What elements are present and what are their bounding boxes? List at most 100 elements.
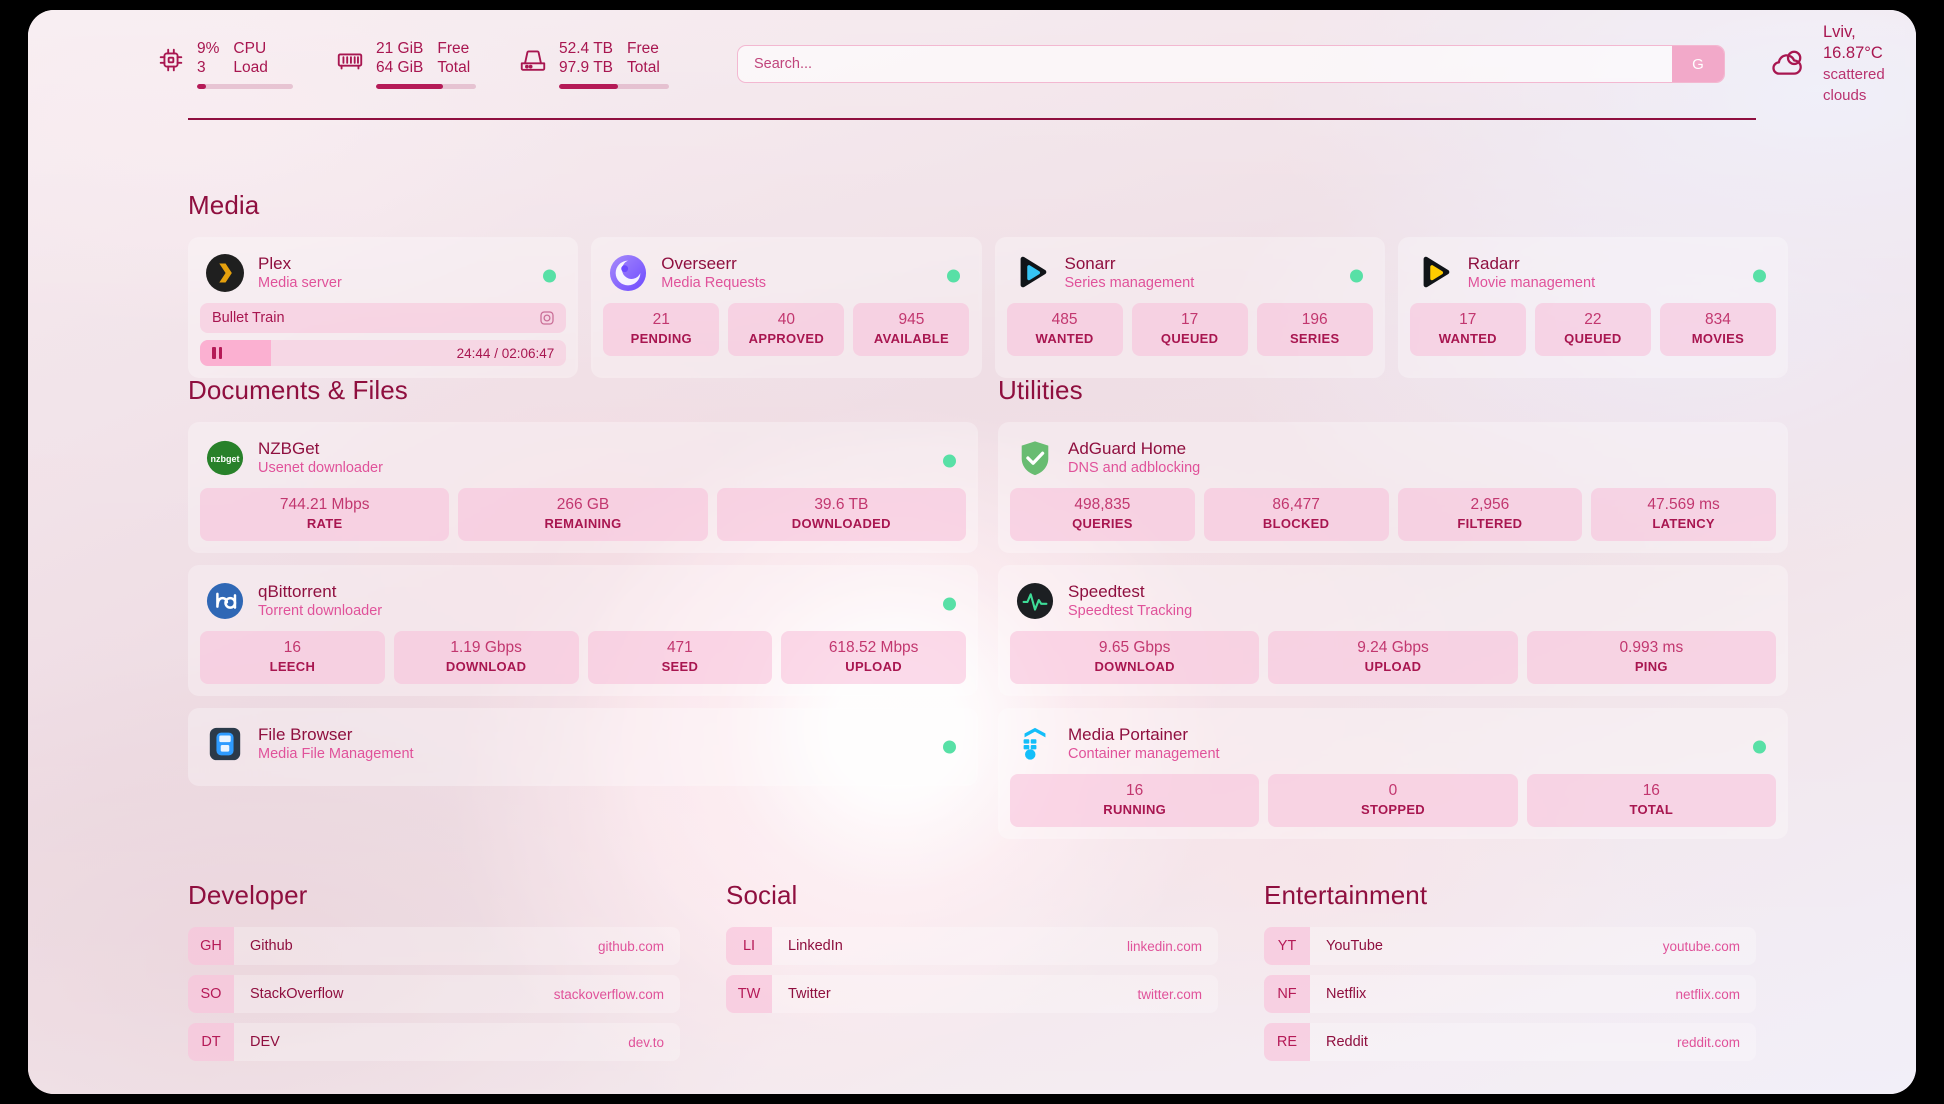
- stat-box[interactable]: 22 QUEUED: [1534, 303, 1651, 356]
- card-stats-row: 17 WANTED 22 QUEUED 834 MOVIES: [1409, 303, 1776, 356]
- app-name: Overseerr: [661, 254, 737, 273]
- app-card[interactable]: Radarr Movie management 17 WANTED 22 QUE…: [1397, 237, 1788, 378]
- stat-box[interactable]: 0.993 ms PING: [1526, 631, 1776, 684]
- app-name: Radarr: [1467, 254, 1520, 273]
- stat-box-value: 266 GB: [556, 496, 610, 513]
- stat-box-value: 16: [1642, 782, 1660, 799]
- stat-box[interactable]: 47.569 ms LATENCY: [1591, 488, 1776, 541]
- stat-box[interactable]: 834 MOVIES: [1659, 303, 1776, 356]
- stat-label-secondary: Load: [233, 59, 268, 76]
- utilities-section-title: Utilities: [998, 375, 1083, 405]
- nzbget-logo: nzbget: [206, 439, 244, 477]
- plex-logo: [206, 254, 244, 292]
- app-card[interactable]: AdGuard Home DNS and adblocking 498,835 …: [998, 422, 1788, 553]
- header-bar: 9% 3 CPU Load 21 GiB 64 GiB: [28, 10, 1916, 118]
- qbittorrent-logo: [206, 582, 244, 620]
- stat-box-value: 86,477: [1272, 496, 1320, 513]
- stat-box-caption: QUEUED: [1160, 331, 1219, 346]
- status-badge: [1753, 740, 1766, 754]
- bookmark-link[interactable]: LI LinkedIn linkedin.com: [726, 927, 1218, 965]
- search-bar[interactable]: G: [737, 45, 1725, 83]
- pause-icon[interactable]: [212, 347, 222, 359]
- stat-box[interactable]: 2,956 FILTERED: [1397, 488, 1583, 541]
- stat-box[interactable]: 40 APPROVED: [728, 303, 845, 356]
- stat-box-value: 834: [1705, 311, 1731, 328]
- stat-box-caption: LEECH: [269, 659, 316, 674]
- status-badge: [1753, 269, 1766, 283]
- stat-value-primary: 9%: [197, 40, 220, 57]
- stat-box[interactable]: 266 GB REMAINING: [458, 488, 708, 541]
- stat-box[interactable]: 744.21 Mbps RATE: [200, 488, 450, 541]
- bookmark-link[interactable]: DT DEV dev.to: [188, 1023, 680, 1061]
- stat-box-caption: STOPPED: [1360, 802, 1425, 817]
- now-playing-time: 24:44 / 02:06:47: [456, 345, 555, 361]
- stat-box-value: 9.24 Gbps: [1357, 639, 1429, 656]
- stat-box[interactable]: 618.52 Mbps UPLOAD: [781, 631, 966, 684]
- stat-box[interactable]: 485 WANTED: [1006, 303, 1123, 356]
- stat-progress-bar: [559, 84, 669, 89]
- stat-box[interactable]: 9.65 Gbps DOWNLOAD: [1010, 631, 1260, 684]
- stat-box[interactable]: 21 PENDING: [603, 303, 720, 356]
- stat-box[interactable]: 39.6 TB DOWNLOADED: [716, 488, 966, 541]
- stat-box-value: 196: [1301, 311, 1328, 328]
- app-card[interactable]: Sonarr Series management 485 WANTED 17 Q…: [994, 237, 1385, 378]
- bookmark-group: Social LI LinkedIn linkedin.com TW Twitt…: [726, 880, 1218, 1071]
- weather-widget[interactable]: Lviv, 16.87°C scattered clouds: [1767, 22, 1916, 106]
- adguard-logo: [1016, 439, 1054, 477]
- stat-box-value: 40: [777, 311, 795, 328]
- stat-value-primary: 52.4 TB: [559, 40, 614, 57]
- bookmark-url: netflix.com: [1675, 986, 1740, 1002]
- stat-box[interactable]: 0 STOPPED: [1268, 774, 1518, 827]
- stat-box[interactable]: 498,835 QUERIES: [1010, 488, 1195, 541]
- hard-drive-icon: [518, 45, 548, 75]
- status-badge: [1349, 269, 1363, 283]
- stat-box[interactable]: 471 SEED: [587, 631, 773, 684]
- bookmark-link[interactable]: RE Reddit reddit.com: [1264, 1023, 1756, 1061]
- stat-box[interactable]: 945 AVAILABLE: [853, 303, 970, 356]
- search-input[interactable]: [738, 46, 1672, 82]
- stat-label-secondary: Total: [437, 59, 471, 76]
- stat-box-value: 17: [1180, 311, 1199, 328]
- app-description: Media Requests: [661, 275, 767, 291]
- app-name: NZBGet: [258, 439, 320, 458]
- stat-box-value: 47.569 ms: [1647, 496, 1720, 513]
- stat-box[interactable]: 16 TOTAL: [1526, 774, 1776, 827]
- stat-box-caption: TOTAL: [1629, 802, 1674, 817]
- radarr-logo: [1416, 254, 1454, 292]
- bookmark-link[interactable]: NF Netflix netflix.com: [1264, 975, 1756, 1013]
- stat-box[interactable]: 1.19 Gbps DOWNLOAD: [393, 631, 579, 684]
- bookmark-url: reddit.com: [1676, 1034, 1740, 1050]
- app-card[interactable]: Plex Media server Bullet Train 24:44 / 0…: [188, 237, 579, 378]
- now-playing-progress[interactable]: 24:44 / 02:06:47: [200, 340, 567, 366]
- stat-box[interactable]: 86,477 BLOCKED: [1203, 488, 1389, 541]
- bookmark-url: youtube.com: [1662, 938, 1740, 954]
- stat-value-primary: 21 GiB: [376, 40, 424, 57]
- svg-text:nzbget: nzbget: [210, 454, 239, 464]
- stat-box-caption: DOWNLOAD: [1094, 659, 1175, 674]
- bookmark-link[interactable]: GH Github github.com: [188, 927, 680, 965]
- app-card[interactable]: nzbget NZBGet Usenet downloader 744.21 M…: [188, 422, 978, 553]
- bookmark-link[interactable]: TW Twitter twitter.com: [726, 975, 1218, 1013]
- stat-box-caption: RATE: [306, 516, 343, 531]
- app-card[interactable]: File Browser Media File Management: [188, 708, 978, 786]
- stat-box[interactable]: 17 WANTED: [1409, 303, 1526, 356]
- app-card[interactable]: Overseerr Media Requests 21 PENDING 40 A…: [591, 237, 982, 378]
- stat-box-value: 0.993 ms: [1619, 639, 1684, 656]
- bookmark-url: twitter.com: [1137, 986, 1202, 1002]
- stat-box[interactable]: 9.24 Gbps UPLOAD: [1268, 631, 1518, 684]
- bookmark-link[interactable]: SO StackOverflow stackoverflow.com: [188, 975, 680, 1013]
- stat-box[interactable]: 16 RUNNING: [1010, 774, 1260, 827]
- stat-box-caption: SERIES: [1289, 331, 1340, 346]
- app-description: DNS and adblocking: [1068, 460, 1201, 476]
- stat-box[interactable]: 16 LEECH: [200, 631, 385, 684]
- search-engine-button[interactable]: G: [1672, 46, 1724, 82]
- app-card[interactable]: Media Portainer Container management 16 …: [998, 708, 1788, 839]
- app-card[interactable]: Speedtest Speedtest Tracking 9.65 Gbps D…: [998, 565, 1788, 696]
- cast-icon[interactable]: [539, 310, 555, 326]
- stat-box[interactable]: 17 QUEUED: [1131, 303, 1248, 356]
- app-name: AdGuard Home: [1068, 439, 1187, 458]
- system-stat: 9% 3 CPU Load: [156, 39, 335, 89]
- bookmark-link[interactable]: YT YouTube youtube.com: [1264, 927, 1756, 965]
- app-card[interactable]: qBittorrent Torrent downloader 16 LEECH …: [188, 565, 978, 696]
- stat-box[interactable]: 196 SERIES: [1256, 303, 1373, 356]
